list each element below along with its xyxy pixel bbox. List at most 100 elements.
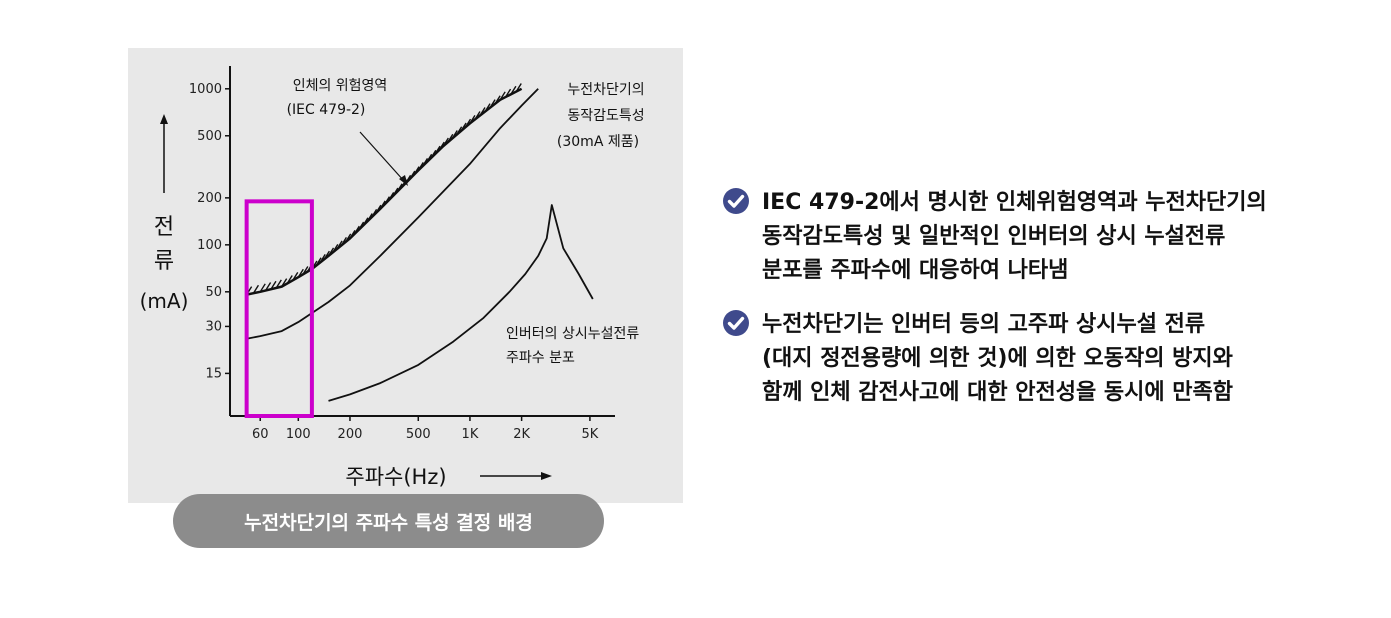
hatch-mark bbox=[270, 280, 277, 290]
hatch-mark bbox=[417, 162, 424, 171]
hatch-mark bbox=[264, 282, 272, 291]
hatch-mark bbox=[358, 221, 365, 231]
breaker-label: (30mA 제품) bbox=[557, 134, 639, 150]
y-tick-label: 30 bbox=[205, 319, 222, 334]
hatch-mark bbox=[345, 233, 352, 243]
danger-zone-hatching bbox=[246, 83, 522, 295]
inverter-label: 인버터의 상시누설전류 bbox=[506, 326, 639, 342]
x-tick-label: 200 bbox=[338, 427, 363, 442]
hatch-mark bbox=[362, 217, 369, 227]
hatch-mark bbox=[438, 141, 445, 151]
hatch-mark bbox=[479, 107, 486, 116]
x-tick-label: 5K bbox=[582, 427, 599, 442]
hatch-mark bbox=[292, 271, 299, 281]
x-axis-arrow-head bbox=[541, 472, 552, 480]
chart-caption: 누전차단기의 주파수 특성 결정 배경 bbox=[173, 494, 604, 548]
hatch-mark bbox=[332, 243, 339, 253]
hatch-mark bbox=[426, 153, 433, 163]
breaker-label: 동작감도특성 bbox=[567, 108, 644, 124]
hatch-mark bbox=[504, 88, 512, 98]
hatch-mark bbox=[396, 183, 403, 193]
x-tick-label: 100 bbox=[286, 427, 311, 442]
y-tick-label: 100 bbox=[197, 238, 222, 253]
series-line-2 bbox=[246, 88, 539, 340]
hatch-mark bbox=[336, 240, 343, 250]
x-tick-label: 1K bbox=[462, 427, 479, 442]
hatch-mark bbox=[252, 284, 260, 294]
breaker-label: 누전차단기의 bbox=[567, 82, 644, 98]
bullet-line: (대지 정전용량에 의한 것)에 의한 오동작의 방지와 bbox=[762, 346, 1233, 371]
bullet-line: 분포를 주파수에 대응하여 나타냄 bbox=[762, 258, 1069, 283]
hatch-mark bbox=[340, 236, 347, 246]
y-tick-label: 50 bbox=[205, 285, 222, 300]
hatch-mark bbox=[315, 257, 322, 267]
y-tick-label: 15 bbox=[205, 366, 222, 381]
bullet-item-2: 누전차단기는 인버터 등의 고주파 상시누설 전류 (대지 정전용량에 의한 것… bbox=[722, 308, 1372, 410]
hatch-mark bbox=[456, 126, 463, 136]
hatch-mark bbox=[474, 111, 481, 120]
hatch-mark bbox=[275, 279, 282, 289]
bullet-line: 누전차단기는 인버터 등의 고주파 상시누설 전류 bbox=[762, 312, 1206, 337]
hatch-mark bbox=[327, 247, 335, 257]
check-circle-icon bbox=[723, 310, 749, 336]
x-tick-label: 2K bbox=[513, 427, 530, 442]
hatch-mark bbox=[430, 149, 437, 159]
bullet-line: IEC 479-2에서 명시한 인체위험영역과 누전차단기의 bbox=[762, 190, 1267, 215]
inverter-label: 주파수 분포 bbox=[506, 350, 575, 366]
y-axis-label: (mA) bbox=[140, 289, 189, 313]
hatch-mark bbox=[515, 83, 522, 92]
hatch-mark bbox=[510, 85, 517, 95]
hatch-mark bbox=[319, 254, 326, 263]
hatch-mark bbox=[489, 99, 496, 109]
danger-zone-label: (IEC 479-2) bbox=[287, 102, 366, 118]
hatch-mark bbox=[421, 157, 429, 167]
hatch-mark bbox=[447, 133, 454, 143]
series-line-1 bbox=[246, 87, 523, 296]
y-tick-label: 500 bbox=[197, 129, 222, 144]
x-axis-label: 주파수(Hz) bbox=[345, 465, 446, 489]
chart-panel: 15 30 50 100 200 500 1000 60 100 200 500 1K 2K 5K 전 류 (m… bbox=[128, 48, 683, 503]
hatch-mark bbox=[413, 166, 420, 176]
hatch-mark bbox=[379, 200, 386, 210]
danger-zone-pointer bbox=[359, 131, 405, 182]
hatch-mark bbox=[366, 213, 373, 222]
bullet-item-1: IEC 479-2에서 명시한 인체위험영역과 누전차단기의 동작감도특성 및 … bbox=[722, 186, 1372, 288]
x-tick-label: 60 bbox=[252, 427, 269, 442]
hatch-mark bbox=[353, 225, 360, 235]
hatch-mark bbox=[281, 278, 288, 287]
hatch-mark bbox=[409, 170, 416, 180]
hatch-mark bbox=[484, 103, 491, 112]
y-tick-label: 200 bbox=[197, 191, 222, 206]
hatch-mark bbox=[286, 275, 293, 284]
danger-zone-label: 인체의 위험영역 bbox=[293, 78, 388, 94]
series-line-3 bbox=[328, 204, 594, 402]
hatch-mark bbox=[451, 130, 458, 139]
hatch-mark bbox=[349, 230, 356, 239]
hatch-mark bbox=[392, 187, 399, 197]
y-tick-label: 1000 bbox=[189, 82, 222, 97]
hatch-mark bbox=[297, 268, 304, 278]
hatch-mark bbox=[302, 266, 309, 275]
danger-zone-pointer-head bbox=[399, 175, 408, 186]
x-tick-label: 500 bbox=[406, 427, 431, 442]
bullet-text-2: 누전차단기는 인버터 등의 고주파 상시누설 전류 (대지 정전용량에 의한 것… bbox=[762, 308, 1372, 410]
bullet-line: 동작감도특성 및 일반적인 인버터의 상시 누설전류 bbox=[762, 224, 1226, 249]
hatch-mark bbox=[464, 118, 472, 128]
hatch-mark bbox=[323, 250, 330, 260]
hatch-mark bbox=[494, 95, 501, 105]
highlight-box bbox=[244, 199, 314, 418]
y-axis-label: 류 bbox=[154, 249, 174, 274]
hatch-mark bbox=[434, 145, 441, 155]
y-axis-label: 전 bbox=[154, 215, 174, 240]
hatch-mark bbox=[469, 115, 476, 124]
hatch-mark bbox=[388, 191, 395, 201]
hatch-mark bbox=[460, 122, 467, 132]
bullet-line: 함께 인체 감전사고에 대한 안전성을 동시에 만족함 bbox=[762, 380, 1233, 405]
frequency-chart: 15 30 50 100 200 500 1000 60 100 200 500 1K 2K 5K 전류 (m… bbox=[140, 66, 645, 489]
hatch-mark bbox=[499, 91, 506, 101]
hatch-mark bbox=[383, 196, 391, 205]
bullet-text-1: IEC 479-2에서 명시한 인체위험영역과 누전차단기의 동작감도특성 및 … bbox=[762, 186, 1372, 288]
hatch-mark bbox=[259, 283, 266, 293]
hatch-mark bbox=[375, 204, 382, 214]
y-axis-arrow-head bbox=[160, 114, 168, 124]
